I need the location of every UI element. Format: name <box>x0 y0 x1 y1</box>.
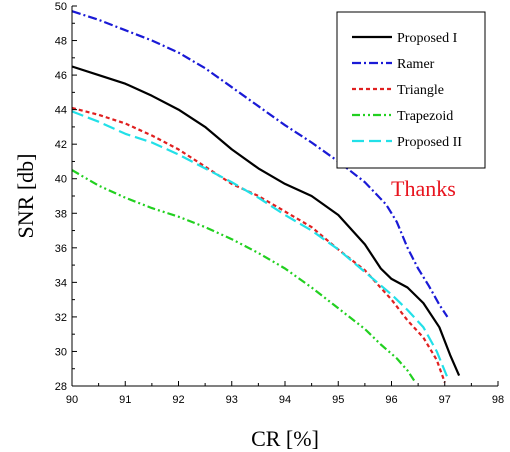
series-line-triangle <box>71 106 446 383</box>
axes <box>71 5 499 387</box>
y-tick-label: 46 <box>55 70 67 82</box>
y-tick-label: 30 <box>55 346 67 358</box>
series-line-proposed-ii <box>71 110 449 378</box>
thanks-annotation: Thanks <box>391 176 456 201</box>
legend-label: Trapezoid <box>397 109 453 124</box>
series-line-proposed-i <box>71 65 461 377</box>
legend-label: Proposed II <box>397 135 462 150</box>
series-line-trapezoid <box>71 169 417 384</box>
legend: Proposed I Ramer Triangle Trapezoid Proposed… <box>336 11 486 169</box>
legend-label: Proposed I <box>397 31 458 46</box>
x-tick-label: 94 <box>279 394 291 406</box>
tick-labels: 90 91 92 93 94 95 96 97 98 28 30 32 34 36 38 40 42 44 46 48… <box>55 1 504 406</box>
x-tick-label: 96 <box>385 394 397 406</box>
x-tick-label: 98 <box>492 394 504 406</box>
y-tick-label: 42 <box>55 139 67 151</box>
legend-label: Ramer <box>397 57 435 72</box>
x-tick-label: 92 <box>172 394 184 406</box>
y-tick-label: 28 <box>55 381 67 393</box>
series-line-ramer <box>71 10 449 318</box>
y-tick-label: 32 <box>55 312 67 324</box>
y-tick-label: 50 <box>55 1 67 13</box>
legend-label: Triangle <box>397 83 444 98</box>
y-tick-label: 34 <box>55 277 67 289</box>
y-tick-label: 44 <box>55 105 67 117</box>
series-lines <box>71 10 461 384</box>
y-tick-label: 36 <box>55 243 67 255</box>
x-tick-label: 97 <box>439 394 451 406</box>
x-tick-label: 91 <box>119 394 131 406</box>
y-axis-title: SNR [db] <box>13 154 38 239</box>
x-tick-label: 95 <box>332 394 344 406</box>
x-tick-label: 93 <box>226 394 238 406</box>
y-tick-label: 38 <box>55 208 67 220</box>
x-tick-label: 90 <box>66 394 78 406</box>
x-axis-title: CR [%] <box>251 426 319 451</box>
y-tick-label: 48 <box>55 36 67 48</box>
y-tick-label: 40 <box>55 174 67 186</box>
